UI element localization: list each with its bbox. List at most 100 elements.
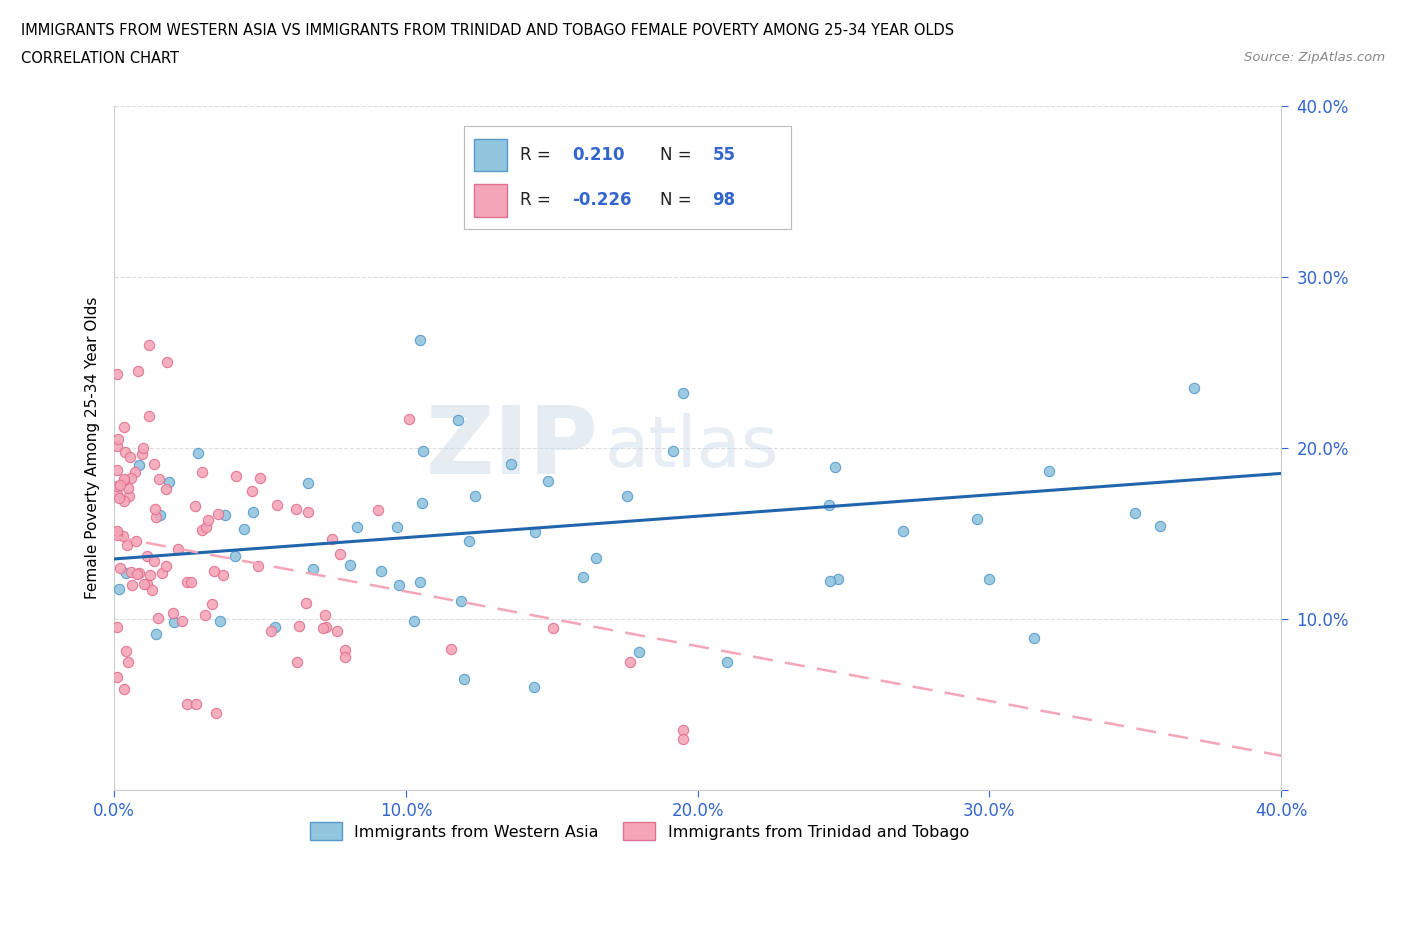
Point xyxy=(105,479,128,494)
Point xyxy=(409,574,432,589)
Point xyxy=(370,564,392,578)
Point xyxy=(404,614,426,629)
Point xyxy=(108,478,131,493)
Point xyxy=(114,445,136,459)
Point xyxy=(186,697,208,711)
Point xyxy=(284,501,307,516)
Point xyxy=(412,444,434,458)
Point xyxy=(105,525,128,540)
Point xyxy=(146,610,169,625)
Point xyxy=(128,458,150,473)
Point xyxy=(225,469,247,484)
Point xyxy=(107,582,129,597)
Point xyxy=(176,697,198,711)
Point xyxy=(112,472,135,486)
Point xyxy=(585,551,607,565)
Point xyxy=(124,534,146,549)
Point xyxy=(148,472,170,486)
Point xyxy=(321,532,343,547)
Point xyxy=(145,510,167,525)
Point xyxy=(127,364,149,379)
Point xyxy=(523,680,546,695)
Point xyxy=(440,641,463,656)
Point xyxy=(180,575,202,590)
Point xyxy=(139,567,162,582)
Point xyxy=(266,498,288,512)
Point xyxy=(135,549,157,564)
Point xyxy=(346,519,368,534)
Point xyxy=(176,574,198,589)
Text: atlas: atlas xyxy=(605,413,779,483)
Point xyxy=(1149,518,1171,533)
Point xyxy=(207,507,229,522)
Point xyxy=(333,650,356,665)
Point xyxy=(120,565,142,579)
Point xyxy=(115,538,138,552)
Point xyxy=(249,471,271,485)
Point xyxy=(240,484,263,498)
Point xyxy=(167,541,190,556)
Point xyxy=(824,459,846,474)
Point xyxy=(672,723,695,737)
Point xyxy=(1123,505,1146,520)
Point xyxy=(117,655,139,670)
Point xyxy=(979,572,1001,587)
Point xyxy=(387,520,409,535)
Point xyxy=(672,731,695,746)
Legend: Immigrants from Western Asia, Immigrants from Trinidad and Tobago: Immigrants from Western Asia, Immigrants… xyxy=(304,816,976,847)
Point xyxy=(1182,380,1205,395)
Point xyxy=(302,561,325,576)
Point xyxy=(208,613,231,628)
Point xyxy=(143,457,166,472)
Point xyxy=(118,489,141,504)
Point xyxy=(194,519,217,534)
Point xyxy=(619,655,641,670)
Text: CORRELATION CHART: CORRELATION CHART xyxy=(21,51,179,66)
Point xyxy=(333,643,356,658)
Point xyxy=(194,608,217,623)
Point xyxy=(616,488,638,503)
Point xyxy=(297,475,319,490)
Point xyxy=(108,491,131,506)
Point xyxy=(315,619,337,634)
Point xyxy=(115,566,138,581)
Point xyxy=(263,619,285,634)
Point xyxy=(297,505,319,520)
Point xyxy=(818,498,841,512)
Point xyxy=(260,624,283,639)
Point xyxy=(453,671,475,686)
Point xyxy=(105,487,128,502)
Text: ZIP: ZIP xyxy=(426,402,599,494)
Point xyxy=(132,577,155,591)
Point xyxy=(125,567,148,582)
Point xyxy=(311,620,333,635)
Point xyxy=(329,546,352,561)
Text: Source: ZipAtlas.com: Source: ZipAtlas.com xyxy=(1244,51,1385,64)
Point xyxy=(112,494,135,509)
Point xyxy=(163,615,186,630)
Point xyxy=(627,644,650,659)
Point xyxy=(314,608,336,623)
Point xyxy=(117,480,139,495)
Point xyxy=(124,465,146,480)
Point xyxy=(367,502,389,517)
Point xyxy=(128,565,150,580)
Point xyxy=(150,565,173,580)
Point xyxy=(105,462,128,477)
Point xyxy=(409,333,432,348)
Point xyxy=(172,614,194,629)
Point xyxy=(114,644,136,658)
Point xyxy=(571,570,593,585)
Point xyxy=(1038,463,1060,478)
Point xyxy=(197,512,219,527)
Point xyxy=(827,571,849,586)
Point xyxy=(105,366,128,381)
Point xyxy=(662,443,685,458)
Point xyxy=(162,605,184,620)
Point xyxy=(156,355,179,370)
Point xyxy=(131,446,153,461)
Point xyxy=(411,496,433,511)
Point xyxy=(537,473,560,488)
Point xyxy=(143,553,166,568)
Text: IMMIGRANTS FROM WESTERN ASIA VS IMMIGRANTS FROM TRINIDAD AND TOBAGO FEMALE POVER: IMMIGRANTS FROM WESTERN ASIA VS IMMIGRAN… xyxy=(21,23,955,38)
